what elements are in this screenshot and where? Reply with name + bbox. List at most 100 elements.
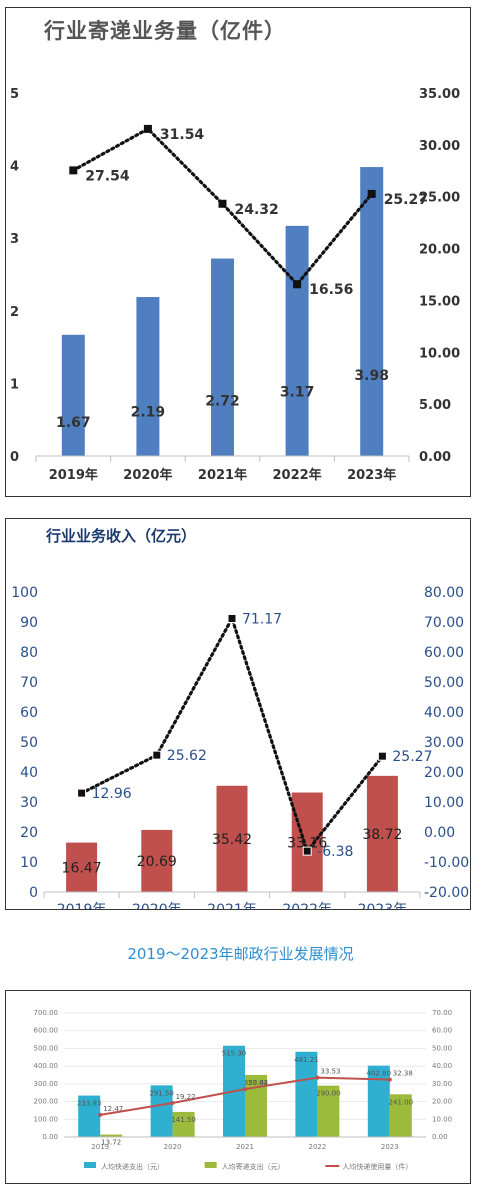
y2-axis-tick-label: 20.00	[424, 765, 464, 781]
y-axis-tick-label: 10	[20, 855, 38, 871]
x-axis-category-label: 2020年	[132, 902, 182, 909]
line-data-label: 27.54	[85, 168, 130, 184]
y-axis-tick-label: 4	[10, 160, 19, 175]
line-marker	[293, 280, 302, 289]
y-axis-tick-label: 600.00	[34, 1027, 59, 1035]
volume-chart: 行业寄递业务量（亿件） 0 1 2 3 4 5 0.00 5.00 10.00 15.00 20.00…	[10, 19, 460, 483]
y-axis-tick-label: 3	[10, 232, 19, 247]
line-marker	[315, 1075, 320, 1080]
x-axis-category-label: 2023	[381, 1143, 399, 1151]
bar	[100, 1134, 123, 1137]
revenue-chart-panel: 行业业务收入（亿元） 0 10 20 30 40 50 60 70 80 90 100 -20.00 -1…	[5, 518, 471, 910]
per-capita-chart: 0.00 100.00 200.00 300.00 400.00 500.00 600.00…	[34, 1009, 453, 1171]
y-axis-tick-label: 200.00	[34, 1098, 59, 1106]
bar	[291, 792, 323, 892]
y2-axis-tick-label: 0.00	[432, 1133, 448, 1141]
x-axis-category-label: 2019年	[49, 467, 98, 483]
y-axis-tick-label: 90	[20, 615, 38, 631]
bar	[136, 297, 160, 456]
bar-data-label: 233.83	[77, 1100, 102, 1108]
y2-axis-tick-label: 60.00	[424, 645, 464, 661]
y2-axis-tick-label: 30.00	[419, 139, 460, 154]
bar-data-label: 402.80	[367, 1070, 392, 1078]
bar	[360, 167, 384, 456]
bar-data-label: 3.17	[280, 385, 315, 401]
line-marker	[152, 750, 162, 760]
y-axis-tick-label: 300.00	[34, 1080, 59, 1088]
y2-axis-tick-label: 20.00	[419, 243, 460, 258]
x-axis-category-label: 2021年	[207, 902, 257, 909]
bar	[317, 1085, 340, 1137]
line-data-label: 19.22	[176, 1093, 196, 1101]
series-line	[80, 614, 384, 855]
y-axis-tick-label: 40	[20, 765, 38, 781]
line-marker	[302, 846, 312, 856]
line-data-label: 33.53	[320, 1068, 340, 1076]
chart-title: 行业业务收入（亿元）	[45, 527, 196, 545]
line-marker	[218, 199, 227, 208]
per-capita-chart-panel: 0.00 100.00 200.00 300.00 400.00 500.00 600.00…	[5, 990, 471, 1184]
x-axis-category-label: 2021	[236, 1143, 254, 1151]
line-marker	[243, 1087, 247, 1092]
line-marker	[77, 788, 87, 798]
bar	[285, 225, 309, 456]
bar-data-label: 515.30	[222, 1050, 247, 1058]
figure-caption: 2019～2023年邮政行业发展情况	[127, 945, 354, 963]
line-data-label: 16.56	[309, 282, 353, 298]
y2-axis-tick-label: -10.00	[424, 855, 469, 871]
bar	[389, 1094, 412, 1137]
bar	[295, 1051, 318, 1137]
x-axis-category-label: 2021年	[198, 467, 247, 483]
bar-data-label: 291.50	[149, 1089, 174, 1097]
volume-chart-panel: 行业寄递业务量（亿件） 0 1 2 3 4 5 0.00 5.00 10.00 15.00 20.00…	[5, 7, 471, 497]
bar-data-label: 38.72	[362, 827, 402, 843]
x-axis-category-label: 2020	[164, 1143, 182, 1151]
x-axis-category-label: 2019年	[57, 902, 107, 909]
line-data-label: 31.54	[160, 127, 205, 143]
line-data-label: -6.38	[317, 844, 353, 860]
line-marker	[227, 613, 237, 623]
y-axis-tick-label: 100	[11, 585, 38, 601]
line-data-label: 25.62	[167, 748, 207, 764]
line-data-label: 24.32	[235, 202, 279, 218]
y2-axis-tick-label: 0.00	[424, 825, 455, 841]
y-axis-tick-label: 30	[20, 795, 38, 811]
y2-axis-tick-label: 10.00	[424, 795, 464, 811]
line-marker	[143, 124, 152, 133]
bar-data-label: 241.00	[389, 1098, 414, 1106]
line-marker	[98, 1112, 103, 1117]
y2-axis-tick-label: 70.00	[432, 1009, 452, 1017]
x-axis-category-label: 2023年	[358, 902, 408, 909]
y2-axis-tick-label: 20.00	[432, 1098, 452, 1106]
legend-label: 人均快递使用量（件）	[342, 1162, 412, 1171]
bar	[367, 1065, 390, 1137]
y2-axis-tick-label: 40.00	[424, 705, 464, 721]
y2-axis-tick-label: 30.00	[432, 1080, 452, 1088]
y2-axis-tick-label: 50.00	[424, 675, 464, 691]
legend-label: 人均快递支出（元）	[101, 1162, 164, 1171]
bar	[211, 258, 234, 456]
y2-axis-tick-label: 50.00	[432, 1044, 452, 1052]
y-axis-tick-label: 0	[10, 450, 19, 465]
y-axis-tick-label: 80	[20, 645, 38, 661]
y-axis-tick-label: 700.00	[34, 1009, 59, 1017]
revenue-chart: 行业业务收入（亿元） 0 10 20 30 40 50 60 70 80 90 100 -20.00 -1…	[11, 527, 469, 909]
x-axis-category-label: 2019	[91, 1143, 109, 1151]
bar	[150, 1085, 173, 1137]
y-axis-tick-label: 100.00	[34, 1115, 59, 1123]
y-axis-tick-label: 70	[20, 675, 38, 691]
line-data-label: 25.27	[384, 192, 428, 208]
x-axis-category-label: 2022年	[273, 467, 322, 483]
bar-data-label: 2.72	[205, 394, 240, 410]
bar	[78, 1095, 101, 1137]
y-axis-tick-label: 60	[20, 705, 38, 721]
bar	[66, 842, 98, 892]
y2-axis-tick-label: 60.00	[432, 1027, 452, 1035]
y-axis-tick-label: 1	[10, 377, 19, 392]
bar	[216, 785, 248, 892]
bar-data-label: 481.21	[294, 1056, 319, 1064]
bar-data-label: 1.67	[56, 415, 91, 431]
legend-swatch	[84, 1162, 96, 1168]
y2-axis-tick-label: -20.00	[424, 885, 469, 901]
bar-data-label: 2.19	[131, 404, 166, 420]
